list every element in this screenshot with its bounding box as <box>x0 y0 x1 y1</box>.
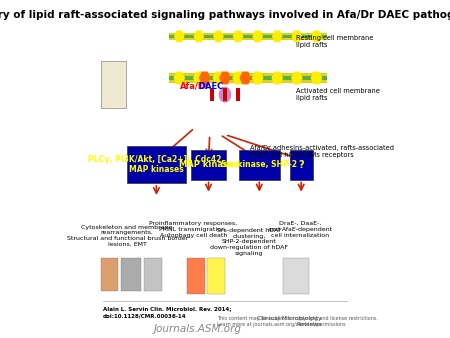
FancyBboxPatch shape <box>169 76 327 80</box>
FancyBboxPatch shape <box>144 258 162 291</box>
Text: Afa/Dr: Afa/Dr <box>180 82 210 91</box>
Text: Clinical Microbiology
Reviews: Clinical Microbiology Reviews <box>257 316 321 327</box>
FancyBboxPatch shape <box>236 88 240 101</box>
Polygon shape <box>174 72 184 84</box>
Text: Src-dependent hDAF
clustering,
SHP-2-dependent
down-regulation of hDAF
signaling: Src-dependent hDAF clustering, SHP-2-dep… <box>210 228 288 256</box>
FancyBboxPatch shape <box>121 258 141 291</box>
Polygon shape <box>311 72 321 84</box>
FancyBboxPatch shape <box>100 258 118 291</box>
Polygon shape <box>240 72 250 84</box>
Text: Proinflammatory responses,
PMNL transmigration,
Autophagy cell death: Proinflammatory responses, PMNL transmig… <box>149 221 237 238</box>
Polygon shape <box>292 72 302 84</box>
FancyBboxPatch shape <box>169 35 327 38</box>
FancyBboxPatch shape <box>187 258 205 294</box>
Text: DraE-, DaaE-,
and AfaE-dependent
cell internalization: DraE-, DaaE-, and AfaE-dependent cell in… <box>268 221 332 238</box>
Text: Afa/Dr adhesins-activated, rafts-associated
hDAF and hCEACAMs receptors: Afa/Dr adhesins-activated, rafts-associa… <box>250 145 394 158</box>
Text: Summary of lipid raft-associated signaling pathways involved in Afa/Dr DAEC path: Summary of lipid raft-associated signali… <box>0 10 450 20</box>
Polygon shape <box>233 72 243 84</box>
Polygon shape <box>200 72 210 84</box>
Text: PLCγ, PI3K/Akt, [Ca2+]i, Cdc42,
MAP kinases: PLCγ, PI3K/Akt, [Ca2+]i, Cdc42, MAP kina… <box>88 155 225 174</box>
Polygon shape <box>273 31 282 42</box>
Polygon shape <box>292 31 302 42</box>
FancyBboxPatch shape <box>191 150 226 179</box>
Polygon shape <box>312 31 321 42</box>
FancyBboxPatch shape <box>169 33 327 40</box>
Text: DAEC: DAEC <box>198 82 224 91</box>
FancyBboxPatch shape <box>210 88 214 101</box>
Text: Src kinase, SHP-2: Src kinase, SHP-2 <box>221 160 297 169</box>
Text: Alain L. Servin Clin. Microbiol. Rev. 2014;: Alain L. Servin Clin. Microbiol. Rev. 20… <box>103 306 232 311</box>
FancyBboxPatch shape <box>239 150 279 179</box>
Polygon shape <box>175 31 184 42</box>
Text: doi:10.1128/CMR.00036-14: doi:10.1128/CMR.00036-14 <box>103 314 187 319</box>
Text: MAP kinases: MAP kinases <box>179 160 238 169</box>
Polygon shape <box>220 72 230 84</box>
Text: Resting cell membrane
lipid rafts: Resting cell membrane lipid rafts <box>296 35 374 48</box>
Polygon shape <box>194 72 204 84</box>
Text: Cytoskeleton and membrane
rearrangements,
Structural and functional brush border: Cytoskeleton and membrane rearrangements… <box>67 224 188 247</box>
Text: This content may be subject to copyright and license restrictions.
Learn more at: This content may be subject to copyright… <box>217 316 378 327</box>
Circle shape <box>220 87 230 102</box>
FancyBboxPatch shape <box>207 258 225 294</box>
FancyBboxPatch shape <box>290 150 313 179</box>
FancyBboxPatch shape <box>169 73 327 83</box>
Polygon shape <box>252 72 263 84</box>
Text: ?: ? <box>298 160 304 170</box>
Polygon shape <box>214 31 223 42</box>
FancyBboxPatch shape <box>127 146 186 183</box>
Polygon shape <box>234 31 243 42</box>
FancyBboxPatch shape <box>100 61 126 108</box>
Polygon shape <box>213 72 224 84</box>
Polygon shape <box>253 31 262 42</box>
Text: Activated cell membrane
lipid rafts: Activated cell membrane lipid rafts <box>296 88 380 101</box>
Text: Journals.ASM.org: Journals.ASM.org <box>154 324 242 334</box>
Polygon shape <box>272 72 282 84</box>
Polygon shape <box>194 31 203 42</box>
FancyBboxPatch shape <box>284 258 309 294</box>
FancyBboxPatch shape <box>223 88 227 101</box>
